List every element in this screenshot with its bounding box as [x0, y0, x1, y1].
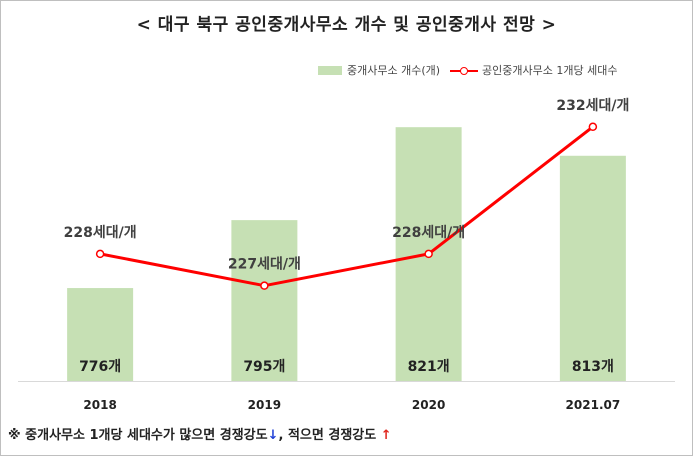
x-tick-label: 2019 [248, 398, 281, 412]
legend-bar-swatch [318, 65, 342, 75]
line-value-label: 228세대/개 [392, 225, 465, 241]
bar [559, 155, 626, 381]
bar [231, 220, 298, 381]
line-value-label: 227세대/개 [228, 257, 301, 273]
line-point [260, 281, 269, 290]
down-arrow-icon: ↓ [267, 428, 279, 443]
line-value-label: 232세대/개 [556, 98, 629, 114]
legend-bar-label: 중개사무소 개수(개) [347, 64, 441, 77]
x-tick-label: 2018 [83, 398, 116, 412]
legend: 중개사무소 개수(개) 공인중개사무소 1개당 세대수 [318, 62, 617, 78]
chart-title: < 대구 북구 공인중개사무소 개수 및 공인중개사 전망 > [136, 15, 557, 35]
bar-value-label: 821개 [408, 359, 450, 375]
footnote-prefix: ※ 중개사무소 1개당 세대수가 많으면 경쟁강도 [8, 428, 268, 443]
bar-value-label: 813개 [572, 359, 614, 375]
line-value-label: 228세대/개 [64, 225, 137, 241]
up-arrow-icon: ↑ [380, 428, 392, 443]
footnote-middle: , 적으면 경쟁강도 [278, 428, 377, 443]
legend-line-swatch [450, 66, 479, 75]
x-tick-label: 2020 [412, 398, 445, 412]
footnote: ※ 중개사무소 1개당 세대수가 많으면 경쟁강도↓, 적으면 경쟁강도 ↑ [8, 424, 392, 443]
legend-line-label: 공인중개사무소 1개당 세대수 [482, 64, 618, 77]
line-point [424, 249, 433, 259]
bar-value-label: 795개 [243, 359, 285, 375]
bar-value-label: 776개 [79, 359, 121, 375]
line-series [99, 125, 594, 288]
line-point [95, 249, 105, 259]
x-tick-label: 2021.07 [566, 398, 621, 412]
bar [67, 288, 134, 381]
line-point [588, 122, 598, 132]
